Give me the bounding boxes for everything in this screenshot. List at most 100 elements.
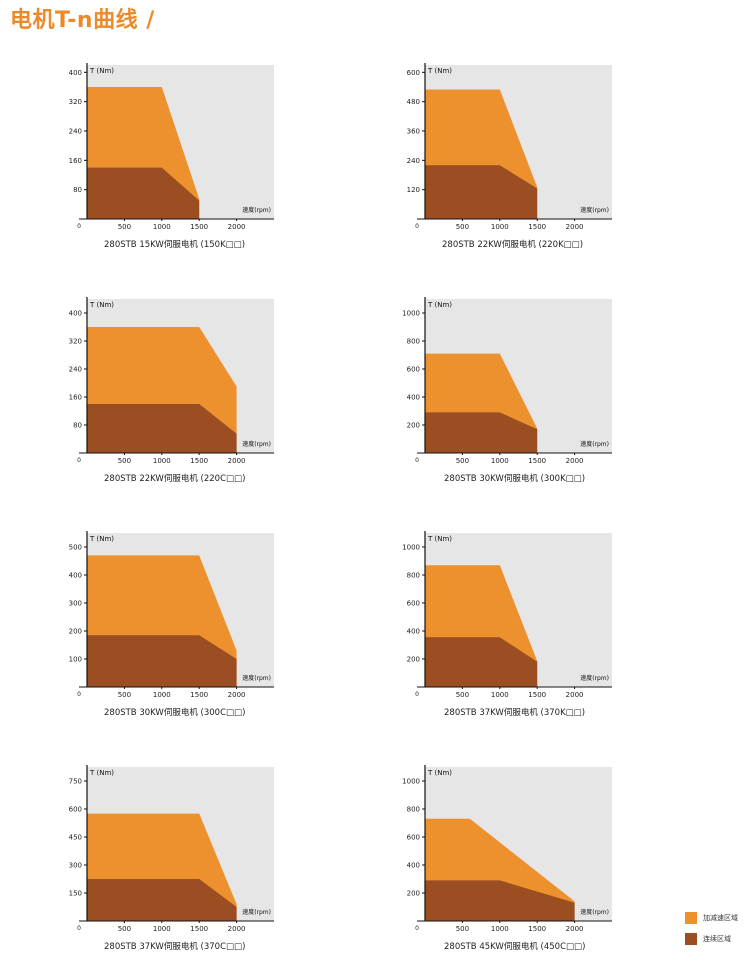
x-tick-label: 500 [456, 457, 469, 465]
y-tick-label: 100 [69, 656, 82, 664]
y-tick-label: 200 [69, 628, 82, 636]
x-tick-label: 2000 [228, 691, 246, 699]
y-tick-label: 200 [407, 890, 420, 898]
y-tick-label: 200 [407, 422, 420, 430]
y-tick-label: 1000 [402, 544, 420, 552]
y-tick-label: 400 [69, 310, 82, 318]
legend-label-continuous: 连续区域 [703, 934, 731, 943]
y-tick-label: 800 [407, 338, 420, 346]
x-tick-label: 1000 [153, 457, 171, 465]
x-tick-label: 500 [118, 925, 131, 933]
y-axis-label: T (Nm) [427, 301, 452, 309]
x-tick-label: 500 [456, 223, 469, 231]
x-axis-label: 速度(rpm) [242, 908, 271, 916]
legend-label-accel: 加减速区域 [703, 913, 738, 922]
continuous-region-area [87, 879, 237, 921]
y-tick-label: 400 [69, 69, 82, 77]
x-tick-label: 2000 [566, 457, 584, 465]
y-tick-label: 200 [407, 656, 420, 664]
torque-speed-chart: 80 160 240 320 400 0 500 1000 1500 2000 T (Nm) 速度(r… [69, 297, 274, 465]
x-axis-label: 速度(rpm) [580, 440, 609, 448]
x-tick-label: 1500 [528, 925, 546, 933]
y-tick-label: 160 [69, 394, 82, 402]
y-tick-label: 600 [407, 600, 420, 608]
y-axis-label: T (Nm) [427, 67, 452, 75]
torque-speed-chart: 150 300 450 600 750 0 500 1000 1500 2000 T (Nm) 速度(… [69, 765, 274, 933]
x-tick-label: 500 [118, 457, 131, 465]
x-axis-label: 速度(rpm) [580, 908, 609, 916]
origin-label: 0 [415, 691, 419, 698]
y-tick-label: 320 [69, 98, 82, 106]
y-axis-label: T (Nm) [89, 535, 114, 543]
origin-label: 0 [415, 457, 419, 464]
torque-speed-chart: 80 160 240 320 400 0 500 1000 1500 2000 T (Nm) 速度(r… [69, 63, 274, 231]
y-tick-label: 1000 [402, 310, 420, 318]
x-tick-label: 1500 [190, 925, 208, 933]
y-tick-label: 300 [69, 862, 82, 870]
y-tick-label: 240 [69, 366, 82, 374]
x-tick-label: 2000 [228, 457, 246, 465]
x-tick-label: 1500 [190, 457, 208, 465]
x-tick-label: 500 [118, 691, 131, 699]
continuous-region-area [425, 880, 575, 921]
x-axis-label: 速度(rpm) [242, 206, 271, 214]
x-tick-label: 1000 [491, 925, 509, 933]
x-tick-label: 1000 [491, 691, 509, 699]
y-axis-label: T (Nm) [427, 769, 452, 777]
y-axis-label: T (Nm) [427, 535, 452, 543]
legend: 加减速区域 连续区域 [685, 911, 748, 953]
y-tick-label: 400 [407, 628, 420, 636]
origin-label: 0 [77, 457, 81, 464]
y-tick-label: 120 [407, 186, 420, 194]
y-axis-label: T (Nm) [89, 67, 114, 75]
chart-caption: 280STB 22KW伺服电机 (220K□□) [442, 240, 584, 250]
continuous-region-area [425, 165, 538, 219]
origin-label: 0 [77, 223, 81, 230]
x-tick-label: 2000 [228, 223, 246, 231]
y-tick-label: 150 [69, 890, 82, 898]
chart-caption: 280STB 22KW伺服电机 (220C□□) [104, 474, 246, 484]
y-tick-label: 600 [407, 69, 420, 77]
y-tick-label: 750 [69, 778, 82, 786]
origin-label: 0 [415, 223, 419, 230]
x-tick-label: 1000 [153, 223, 171, 231]
chart-caption: 280STB 37KW伺服电机 (370K□□) [444, 708, 586, 718]
page-title: 电机T-n曲线 / [10, 8, 155, 33]
chart-caption: 280STB 45KW伺服电机 (450C□□) [444, 942, 586, 952]
x-tick-label: 1500 [528, 223, 546, 231]
y-tick-label: 80 [73, 422, 82, 430]
x-tick-label: 1000 [153, 691, 171, 699]
continuous-region-area [87, 404, 237, 453]
x-tick-label: 500 [456, 925, 469, 933]
torque-speed-chart: 200 400 600 800 1000 0 500 1000 1500 2000 T (Nm) 速度… [402, 531, 612, 699]
y-axis-label: T (Nm) [89, 301, 114, 309]
x-tick-label: 500 [456, 691, 469, 699]
continuous-region-area [87, 167, 200, 219]
y-tick-label: 160 [69, 157, 82, 165]
x-tick-label: 1000 [491, 223, 509, 231]
x-tick-label: 1500 [528, 691, 546, 699]
y-tick-label: 400 [407, 862, 420, 870]
origin-label: 0 [415, 925, 419, 932]
torque-speed-chart: 100 200 300 400 500 0 500 1000 1500 2000 T (Nm) 速度(… [69, 531, 274, 699]
x-axis-label: 速度(rpm) [580, 206, 609, 214]
y-tick-label: 600 [407, 834, 420, 842]
y-tick-label: 80 [73, 186, 82, 194]
torque-speed-chart: 120 240 360 480 600 0 500 1000 1500 2000 T (Nm) 速度(… [407, 63, 612, 231]
chart-caption: 280STB 30KW伺服电机 (300C□□) [104, 708, 246, 718]
chart-caption: 280STB 37KW伺服电机 (370C□□) [104, 942, 246, 952]
y-tick-label: 400 [69, 572, 82, 580]
x-tick-label: 1500 [528, 457, 546, 465]
y-tick-label: 360 [407, 128, 420, 136]
y-tick-label: 240 [69, 128, 82, 136]
y-tick-label: 450 [69, 834, 82, 842]
x-tick-label: 1500 [190, 691, 208, 699]
origin-label: 0 [77, 691, 81, 698]
y-tick-label: 400 [407, 394, 420, 402]
y-tick-label: 1000 [402, 778, 420, 786]
x-tick-label: 1500 [190, 223, 208, 231]
torque-speed-chart: 200 400 600 800 1000 0 500 1000 1500 2000 T (Nm) 速度… [402, 765, 612, 933]
x-axis-label: 速度(rpm) [242, 674, 271, 682]
continuous-region-area [87, 635, 237, 687]
y-tick-label: 320 [69, 338, 82, 346]
